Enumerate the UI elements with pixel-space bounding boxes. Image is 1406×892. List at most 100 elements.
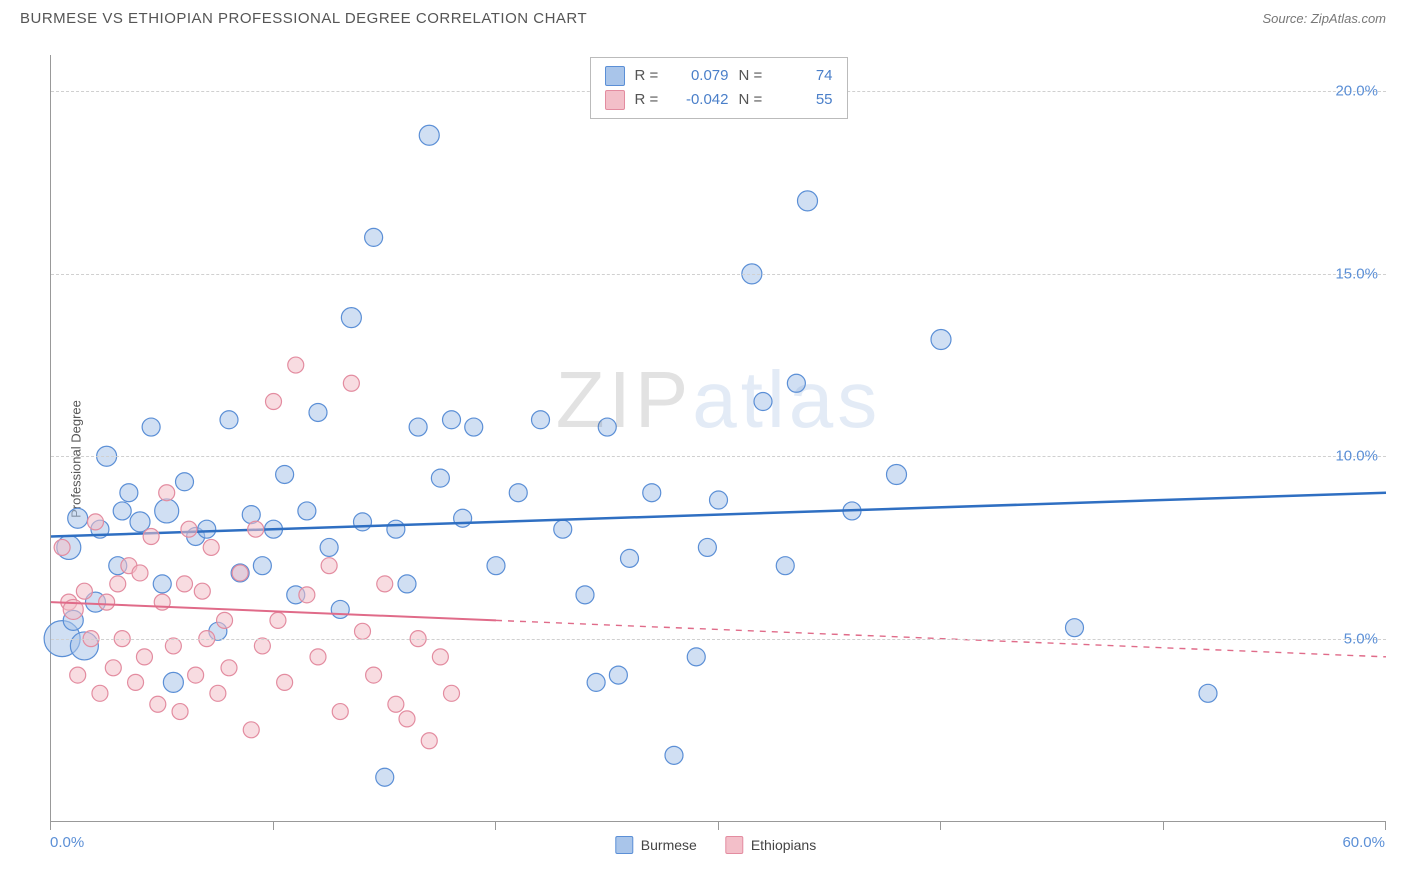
- data-point: [150, 696, 166, 712]
- data-point: [128, 674, 144, 690]
- data-point: [248, 521, 264, 537]
- scatter-svg: [51, 55, 1386, 821]
- data-point: [776, 557, 794, 575]
- data-point: [68, 508, 88, 528]
- r-value-ethiopians: -0.042: [673, 88, 729, 112]
- data-point: [341, 308, 361, 328]
- data-point: [177, 576, 193, 592]
- data-point: [181, 521, 197, 537]
- data-point: [153, 575, 171, 593]
- data-point: [443, 411, 461, 429]
- data-point: [365, 228, 383, 246]
- data-point: [220, 411, 238, 429]
- data-point: [354, 513, 372, 531]
- data-point: [132, 565, 148, 581]
- data-point: [254, 638, 270, 654]
- data-point: [387, 520, 405, 538]
- correlation-row-ethiopians: R = -0.042 N = 55: [605, 88, 833, 112]
- data-point: [70, 667, 86, 683]
- data-point: [609, 666, 627, 684]
- data-point: [598, 418, 616, 436]
- x-tick-label: 0.0%: [50, 834, 84, 851]
- data-point: [887, 464, 907, 484]
- data-point: [1066, 619, 1084, 637]
- r-label: R =: [635, 88, 663, 112]
- plot-area: ZIPatlas R = 0.079 N = 74 R = -0.042 N =…: [50, 55, 1386, 822]
- correlation-row-burmese: R = 0.079 N = 74: [605, 64, 833, 88]
- data-point: [331, 600, 349, 618]
- data-point: [198, 520, 216, 538]
- data-point: [110, 576, 126, 592]
- data-point: [343, 375, 359, 391]
- gridline-h: [51, 456, 1386, 457]
- data-point: [113, 502, 131, 520]
- data-point: [270, 612, 286, 628]
- data-point: [388, 696, 404, 712]
- data-point: [754, 393, 772, 411]
- data-point: [136, 649, 152, 665]
- x-tick: [1385, 822, 1386, 830]
- legend-item-burmese: Burmese: [615, 836, 697, 854]
- y-tick-label: 20.0%: [1335, 83, 1378, 100]
- data-point: [554, 520, 572, 538]
- data-point: [399, 711, 415, 727]
- data-point: [409, 418, 427, 436]
- data-point: [194, 583, 210, 599]
- x-tick: [273, 822, 274, 830]
- data-point: [310, 649, 326, 665]
- x-tick: [495, 822, 496, 830]
- data-point: [54, 539, 70, 555]
- data-point: [798, 191, 818, 211]
- data-point: [465, 418, 483, 436]
- data-point: [787, 374, 805, 392]
- data-point: [120, 484, 138, 502]
- data-point: [172, 704, 188, 720]
- data-point: [99, 594, 115, 610]
- data-point: [217, 612, 233, 628]
- data-point: [320, 538, 338, 556]
- data-point: [105, 660, 121, 676]
- data-point: [643, 484, 661, 502]
- legend-swatch-ethiopians: [725, 836, 743, 854]
- y-tick-label: 15.0%: [1335, 265, 1378, 282]
- n-value-ethiopians: 55: [777, 88, 833, 112]
- legend-label-burmese: Burmese: [641, 837, 697, 853]
- series-legend: Burmese Ethiopians: [615, 836, 816, 854]
- swatch-burmese: [605, 66, 625, 86]
- data-point: [159, 485, 175, 501]
- legend-swatch-burmese: [615, 836, 633, 854]
- data-point: [431, 469, 449, 487]
- gridline-h: [51, 639, 1386, 640]
- data-point: [176, 473, 194, 491]
- data-point: [587, 673, 605, 691]
- data-point: [432, 649, 448, 665]
- data-point: [444, 685, 460, 701]
- data-point: [509, 484, 527, 502]
- data-point: [321, 558, 337, 574]
- data-point: [92, 685, 108, 701]
- data-point: [277, 674, 293, 690]
- data-point: [203, 539, 219, 555]
- data-point: [366, 667, 382, 683]
- legend-label-ethiopians: Ethiopians: [751, 837, 816, 853]
- data-point: [142, 418, 160, 436]
- data-point: [576, 586, 594, 604]
- data-point: [419, 125, 439, 145]
- y-tick-label: 10.0%: [1335, 448, 1378, 465]
- data-point: [487, 557, 505, 575]
- data-point: [398, 575, 416, 593]
- correlation-legend: R = 0.079 N = 74 R = -0.042 N = 55: [590, 57, 848, 119]
- r-value-burmese: 0.079: [673, 64, 729, 88]
- data-point: [309, 403, 327, 421]
- n-label: N =: [739, 64, 767, 88]
- data-point: [243, 722, 259, 738]
- data-point: [376, 768, 394, 786]
- n-value-burmese: 74: [777, 64, 833, 88]
- data-point: [332, 704, 348, 720]
- r-label: R =: [635, 64, 663, 88]
- swatch-ethiopians: [605, 90, 625, 110]
- chart-title: BURMESE VS ETHIOPIAN PROFESSIONAL DEGREE…: [20, 10, 587, 27]
- data-point: [288, 357, 304, 373]
- data-point: [232, 565, 248, 581]
- n-label: N =: [739, 88, 767, 112]
